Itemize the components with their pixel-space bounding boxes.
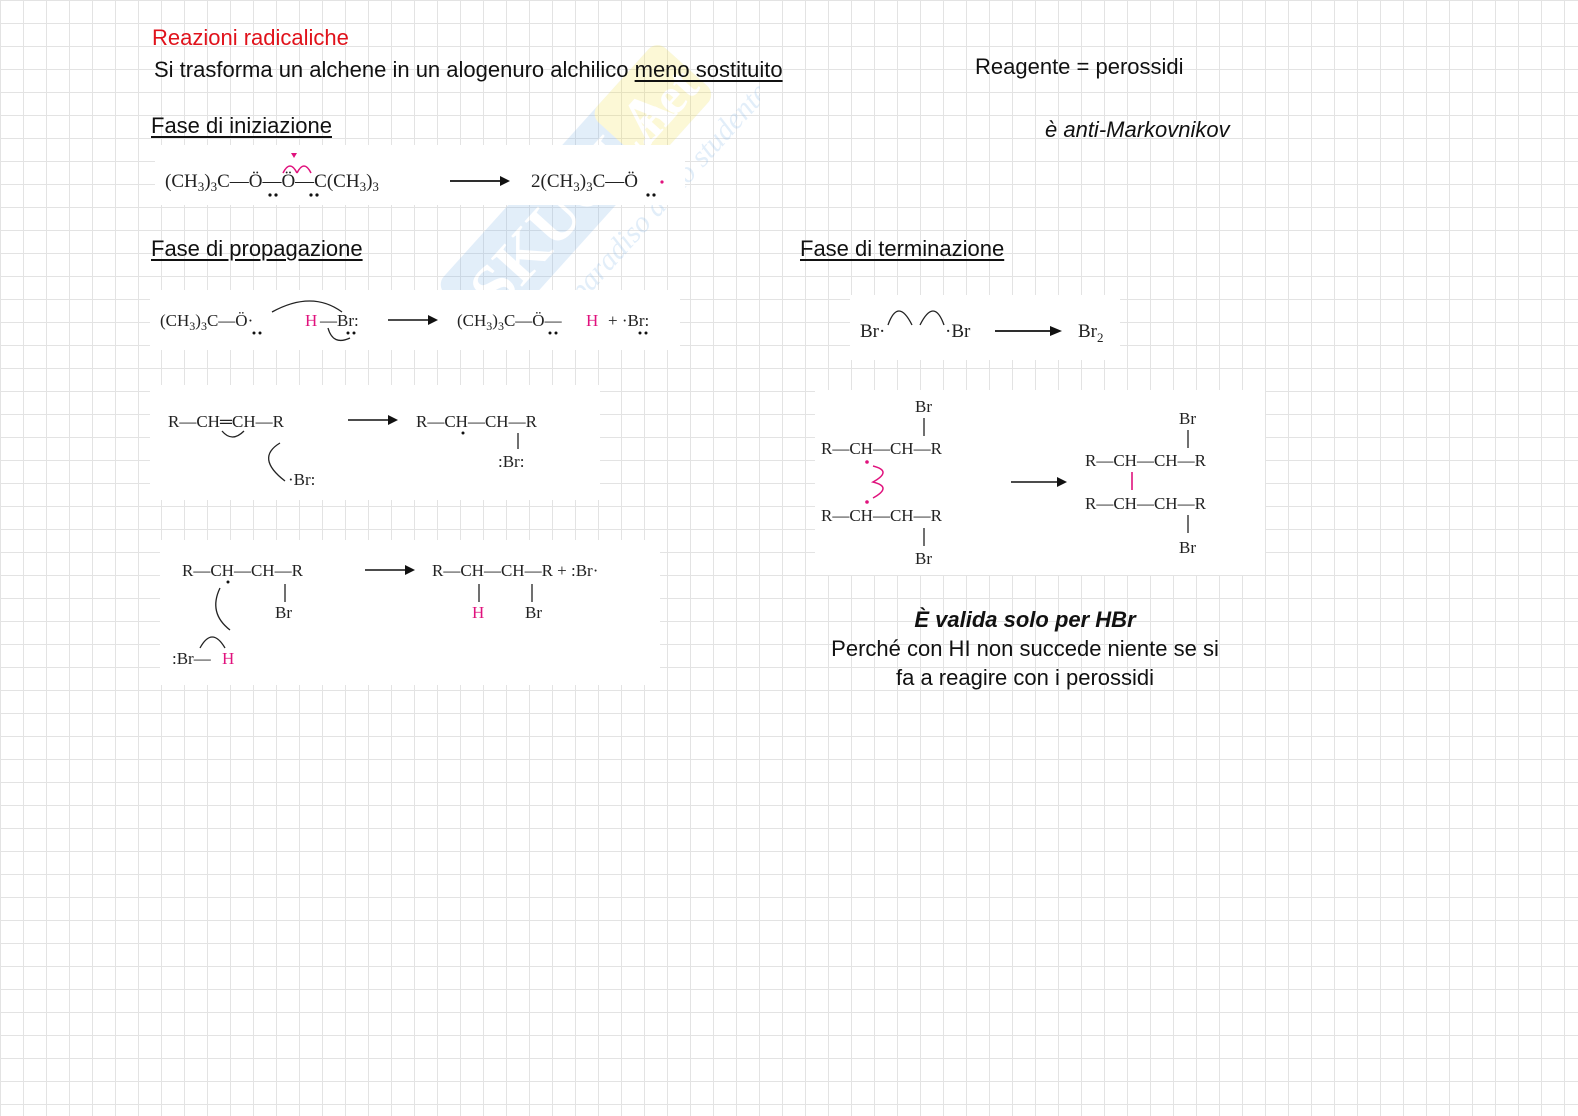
svg-text:(CH3)3C—Ö—: (CH3)3C—Ö— bbox=[457, 311, 563, 333]
propagation-step-1: (CH3)3C—Ö· H —Br: (CH3)3C—Ö— H + ·Br: bbox=[150, 290, 680, 350]
svg-text:R—CH—CH—R: R—CH—CH—R bbox=[1085, 494, 1207, 513]
svg-text:(CH3)3C—Ö·: (CH3)3C—Ö· bbox=[160, 311, 253, 333]
hbr-note: È valida solo per HBr Perché con HI non … bbox=[800, 605, 1250, 692]
termination-step-2: R—CH—CH—R Br R—CH—CH—R Br R—CH—CH—R Br R… bbox=[815, 390, 1265, 575]
svg-text:(CH3)3C—Ö—Ö—C(CH3)3: (CH3)3C—Ö—Ö—C(CH3)3 bbox=[165, 171, 379, 194]
svg-text:H: H bbox=[472, 603, 484, 622]
svg-text:R—CH—CH—R: R—CH—CH—R bbox=[182, 561, 304, 580]
svg-text:+ ·Br:: + ·Br: bbox=[608, 311, 649, 330]
heading-propagation: Fase di propagazione bbox=[151, 236, 363, 261]
svg-text:Br: Br bbox=[1179, 409, 1196, 428]
svg-text:Br·: Br· bbox=[860, 321, 885, 342]
intro-text: Si trasforma un alchene in un alogenuro … bbox=[154, 57, 635, 82]
svg-text:Br: Br bbox=[525, 603, 542, 622]
svg-text:R—CH—CH—R: R—CH—CH—R bbox=[821, 506, 943, 525]
svg-text:R—CH—CH—R: R—CH—CH—R bbox=[416, 412, 538, 431]
svg-text:R—CH—CH—R: R—CH—CH—R bbox=[821, 439, 943, 458]
svg-text:Br2: Br2 bbox=[1078, 321, 1104, 345]
heading-initiation: Fase di iniziazione bbox=[151, 113, 332, 138]
propagation-step-2: R—CH═CH—R R—CH—CH—R :Br: ·Br: bbox=[150, 385, 600, 500]
svg-text:Br: Br bbox=[1179, 538, 1196, 557]
svg-text:·Br: ·Br bbox=[945, 321, 971, 342]
svg-text:Br: Br bbox=[915, 549, 932, 568]
svg-text:·Br:: ·Br: bbox=[288, 470, 315, 489]
note-line-1: Perché con HI non succede niente se si bbox=[831, 636, 1219, 661]
svg-text:R—CH═CH—R: R—CH═CH—R bbox=[168, 412, 285, 431]
svg-text::Br:: :Br: bbox=[498, 452, 524, 471]
propagation-step-3: R—CH—CH—R Br R—CH—CH—R + :Br· H Br :Br— … bbox=[160, 540, 660, 685]
svg-text:R—CH—CH—R: R—CH—CH—R bbox=[1085, 451, 1207, 470]
svg-text:2(CH3)3C—Ö: 2(CH3)3C—Ö bbox=[531, 171, 638, 194]
svg-text:Br: Br bbox=[275, 603, 292, 622]
svg-text:H: H bbox=[222, 649, 234, 668]
note-line-2: fa a reagire con i perossidi bbox=[895, 665, 1155, 690]
note-title: È valida solo per HBr bbox=[914, 607, 1136, 632]
intro-line: Si trasforma un alchene in un alogenuro … bbox=[154, 57, 783, 83]
reagent-text: Reagente = perossidi bbox=[975, 54, 1184, 79]
svg-text:H: H bbox=[586, 311, 598, 330]
termination-step-1: Br· ·Br Br2 bbox=[850, 295, 1120, 360]
svg-text:—Br:: —Br: bbox=[319, 311, 359, 330]
intro-underlined: meno sostituito bbox=[634, 57, 783, 82]
initiation-reaction: (CH3)3C—Ö—Ö—C(CH3)3 2(CH3)3C—Ö bbox=[155, 145, 685, 205]
heading-termination: Fase di terminazione bbox=[800, 236, 1005, 261]
page-title: Reazioni radicaliche bbox=[152, 25, 349, 50]
anti-markovnikov-text: è anti-Markovnikov bbox=[1045, 117, 1230, 142]
svg-text:R—CH—CH—R + :Br·: R—CH—CH—R + :Br· bbox=[432, 561, 598, 580]
svg-text::Br—: :Br— bbox=[172, 649, 212, 668]
svg-text:Br: Br bbox=[915, 397, 932, 416]
svg-text:H: H bbox=[305, 311, 317, 330]
